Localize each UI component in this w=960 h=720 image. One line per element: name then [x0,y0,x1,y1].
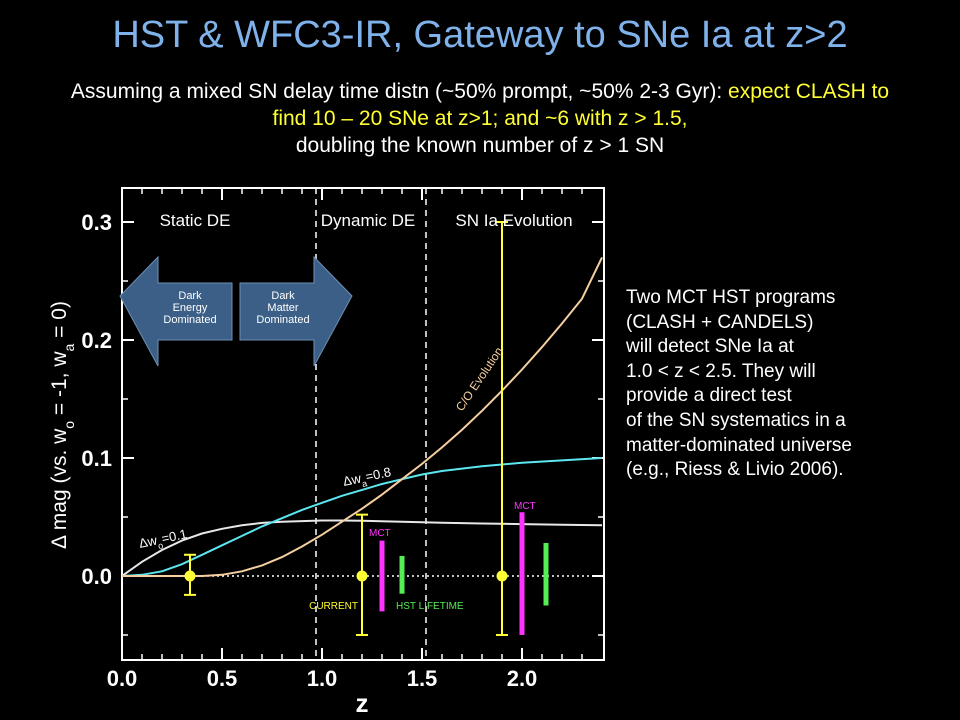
hst-lifetime-label: HST LIFETIME [396,601,464,612]
y-tick-label: 0.2 [81,328,112,353]
region-label: Static DE [160,211,231,230]
subtitle-white-1: Assuming a mixed SN delay time distn (~5… [70,80,723,103]
co-evolution-curve [122,256,603,577]
dark-matter-arrow [239,255,353,367]
side-note-line: will detect SNe Ia at [626,336,794,358]
y-axis-label-part: = 0) [48,301,71,344]
y-axis-label: Δ mag (vs. wo = -1, wa = 0) [48,301,77,549]
side-note-line: provide a direct test [626,385,792,407]
arrow-label: Dark [178,290,202,302]
side-note-line: of the SN systematics in a [626,409,846,431]
arrow-label: Dominated [256,314,309,326]
w0-curve-label-part: =0.1 [160,526,188,546]
x-tick-label: 1.0 [307,666,338,691]
y-tick-label: 0.1 [81,446,112,471]
side-note-line: Two MCT HST programs [626,287,836,308]
subtitle-white-2: doubling the known number of z > 1 SN [295,134,665,157]
side-note-line: matter-dominated universe [626,434,852,456]
wa-curve-label-part: =0.8 [364,464,392,484]
side-note: Two MCT HST programs (CLASH + CANDELS) w… [626,286,946,483]
subtitle-highlight: expect CLASH to find 10 – 20 SNe at z>1;… [272,80,890,130]
current-point [356,570,368,582]
mct-label: MCT [369,528,391,539]
y-axis-label-part: Δ mag (vs. w [48,428,71,549]
wa-curve [122,457,603,577]
wa-curve-label: Δwa=0.8 [342,464,394,493]
side-note-line: (CLASH + CANDELS) [626,311,814,333]
y-axis-label-subscript: a [61,343,77,351]
w0-curve [122,519,603,577]
current-point [184,570,196,582]
mct-label: MCT [514,501,536,512]
dark-energy-arrow [119,255,233,367]
x-tick-label: 2.0 [507,666,538,691]
wa-curve-label-subscript: a [361,478,368,489]
slide-title: HST & WFC3-IR, Gateway to SNe Ia at z>2 [112,14,848,56]
wa-curve-label-part: Δw [342,470,363,489]
current-point [496,570,508,582]
w0-curve-label: Δwo=0.1 [138,526,190,555]
w0-curve-label-subscript: o [157,540,164,551]
region-label: SN Ia Evolution [455,211,572,230]
x-tick-label: 1.5 [407,666,438,691]
plot-frame [121,187,605,661]
region-label: Dynamic DE [321,211,415,230]
co-evolution-label: C/O Evolution [453,344,506,413]
x-tick-label: 0.5 [207,666,238,691]
side-note-line: (e.g., Riess & Livio 2006). [626,459,844,481]
side-note-line: 1.0 < z < 2.5. They will [626,360,816,382]
subtitle: Assuming a mixed SN delay time distn (~5… [70,78,890,159]
y-tick-label: 0.3 [81,210,112,235]
current-label: CURRENT [309,601,358,612]
arrow-label: Dark [271,290,295,302]
x-axis-label: z [356,688,369,718]
arrow-label: Matter [267,302,299,314]
x-tick-label: 0.0 [107,666,138,691]
arrow-label: Dominated [163,314,216,326]
y-tick-label: 0.0 [81,564,112,589]
w0-curve-label-part: Δw [138,532,159,551]
y-axis-label-part: = -1, w [48,351,71,421]
arrow-label: Energy [173,302,208,314]
y-axis-label-subscript: o [61,421,77,429]
